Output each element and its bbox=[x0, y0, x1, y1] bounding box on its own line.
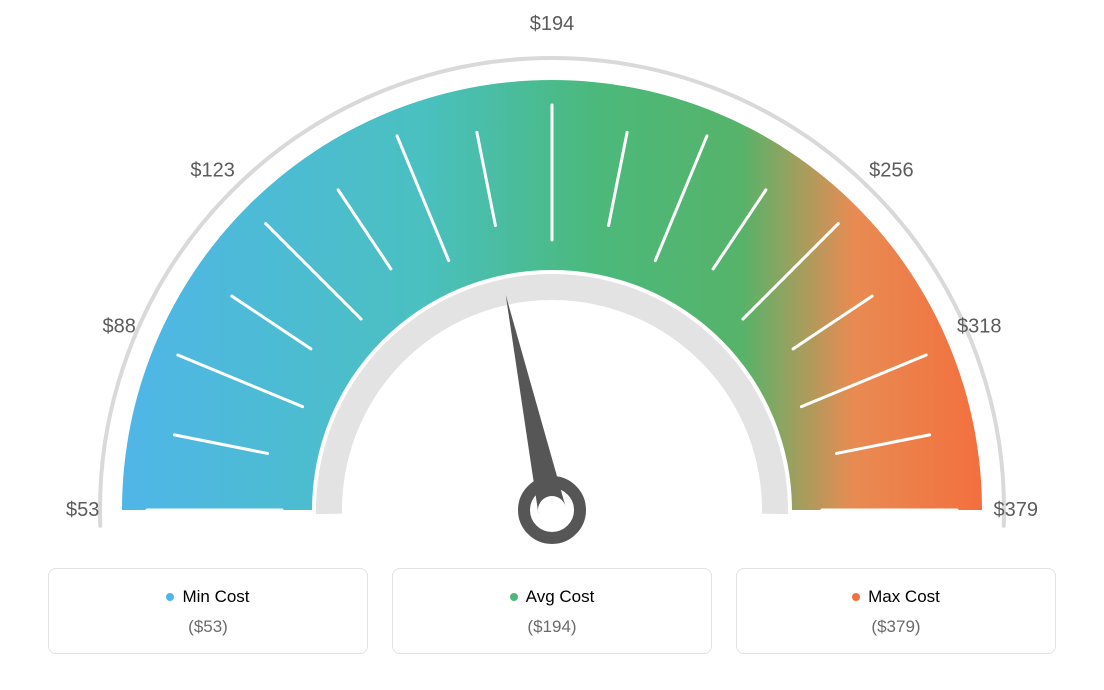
legend-card-min: Min Cost ($53) bbox=[48, 568, 368, 654]
gauge-chart: $53 $88 $123 $194 $256 $318 $379 bbox=[0, 0, 1104, 560]
legend-label-min-text: Min Cost bbox=[182, 587, 249, 607]
legend-value-min: ($53) bbox=[49, 617, 367, 637]
legend-card-max: Max Cost ($379) bbox=[736, 568, 1056, 654]
legend-value-avg: ($194) bbox=[393, 617, 711, 637]
legend-label-avg-text: Avg Cost bbox=[526, 587, 595, 607]
svg-text:$194: $194 bbox=[530, 13, 575, 35]
legend-label-avg: Avg Cost bbox=[510, 587, 595, 607]
svg-text:$123: $123 bbox=[190, 160, 235, 182]
legend-dot-min bbox=[166, 593, 174, 601]
legend-dot-avg bbox=[510, 593, 518, 601]
legend-card-avg: Avg Cost ($194) bbox=[392, 568, 712, 654]
legend-row: Min Cost ($53) Avg Cost ($194) Max Cost … bbox=[0, 568, 1104, 654]
svg-text:$318: $318 bbox=[957, 315, 1002, 337]
gauge-container: $53 $88 $123 $194 $256 $318 $379 bbox=[0, 0, 1104, 560]
svg-text:$88: $88 bbox=[103, 315, 136, 337]
legend-value-max: ($379) bbox=[737, 617, 1055, 637]
svg-text:$53: $53 bbox=[66, 499, 99, 521]
svg-text:$256: $256 bbox=[869, 160, 914, 182]
legend-label-min: Min Cost bbox=[166, 587, 249, 607]
legend-label-max: Max Cost bbox=[852, 587, 940, 607]
svg-text:$379: $379 bbox=[994, 499, 1039, 521]
legend-dot-max bbox=[852, 593, 860, 601]
legend-label-max-text: Max Cost bbox=[868, 587, 940, 607]
